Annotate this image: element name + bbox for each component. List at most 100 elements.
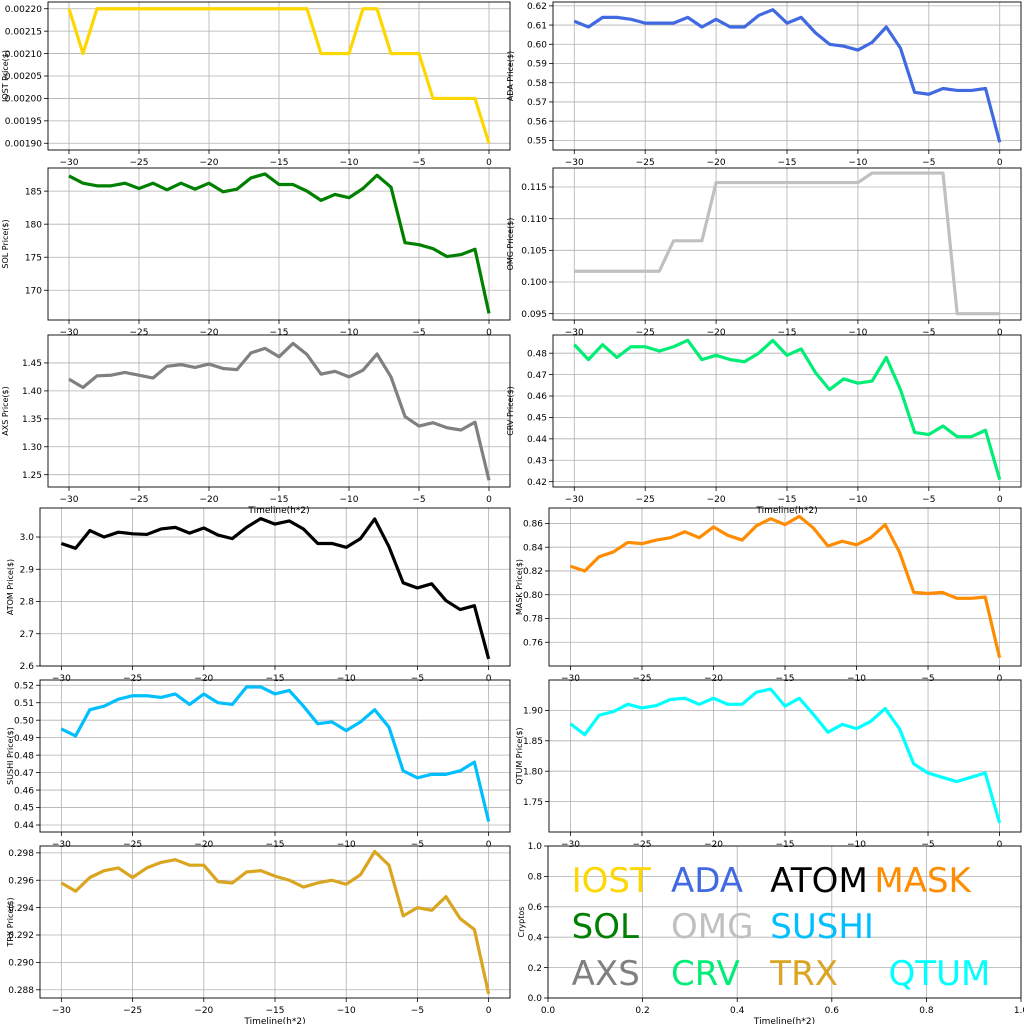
plot-frame — [548, 679, 1022, 833]
series-line-sushi — [60, 685, 491, 822]
legend-label-mask: MASK — [874, 861, 972, 901]
series-line-atom — [60, 517, 491, 660]
y-tick-label: 0.292 — [8, 931, 34, 941]
y-tick-label: 0.61 — [527, 21, 547, 31]
y-tick-label: 0.298 — [8, 849, 34, 859]
x-tick-label: −10 — [340, 495, 359, 505]
x-tick-label: −5 — [922, 328, 935, 338]
y-tick-label: 0.42 — [527, 478, 547, 488]
grid-crv — [553, 335, 1021, 487]
y-tick-label: 0.46 — [527, 392, 547, 402]
x-tick-label: −30 — [561, 840, 580, 850]
x-axis-label: Timeline(h*2) — [755, 506, 817, 516]
y-tick-label: 1.0 — [528, 842, 543, 852]
y-tick-label: 1.25 — [22, 471, 42, 481]
y-tick-label: 0.55 — [527, 137, 547, 147]
chart-trx: −30 −25 −20 −15 −10 −5 0 0.288 0.290 0.292 0.294 0.… — [6, 845, 511, 1024]
y-tick-label: 0.43 — [527, 456, 547, 466]
x-tick-label: −5 — [412, 158, 425, 168]
x-tick-label: −15 — [776, 840, 795, 850]
y-tick-label: 1.75 — [523, 798, 543, 808]
x-tick-label: −25 — [632, 840, 651, 850]
x-tick-label: −20 — [200, 328, 219, 338]
y-tick-label: 0.60 — [527, 40, 547, 50]
x-tick-label: −20 — [194, 674, 213, 684]
y-tick-label: 0.294 — [8, 904, 34, 914]
x-tick-label: −20 — [194, 1006, 213, 1016]
y-tick-label: 0.46 — [14, 786, 34, 796]
legend-label-qtum: QTUM — [889, 954, 991, 994]
x-tick-label: 0 — [997, 495, 1003, 505]
x-tick-label: −10 — [848, 495, 867, 505]
y-axis-label: ADA Price($) — [506, 51, 515, 101]
x-tick-label: 0.0 — [541, 1006, 556, 1016]
y-tick-label: 0.80 — [523, 591, 543, 601]
y-axis-label: QTUM Price($) — [515, 727, 524, 784]
chart-crv: −30 −25 −20 −15 −10 −5 0 0.42 0.43 0.44 0.45 0.46 0.… — [506, 334, 1022, 516]
grid-atom — [40, 508, 510, 667]
y-tick-label: 0.58 — [527, 79, 547, 89]
y-tick-label: 0.86 — [523, 520, 543, 530]
x-tick-label: 0 — [486, 1006, 492, 1016]
x-tick-label: −10 — [337, 840, 356, 850]
series-line-sol — [68, 172, 491, 314]
x-tick-label: −20 — [707, 328, 726, 338]
x-tick-label: −5 — [921, 840, 934, 850]
x-tick-label: 0 — [997, 674, 1003, 684]
legend-label-ada: ADA — [671, 861, 743, 901]
y-tick-label: 0.00215 — [5, 27, 42, 37]
plot-frame — [47, 1, 511, 151]
x-tick-label: −20 — [194, 840, 213, 850]
x-tick-label: −10 — [847, 674, 866, 684]
x-tick-label: −25 — [636, 495, 655, 505]
y-axis-label: TRX Price($) — [6, 897, 15, 947]
series-line-axs — [68, 341, 491, 481]
x-tick-label: 0 — [997, 158, 1003, 168]
y-tick-label: 0.095 — [521, 310, 547, 320]
x-tick-label: −15 — [776, 674, 795, 684]
y-axis-label: AXS Price($) — [1, 386, 10, 435]
series-line-qtum — [569, 687, 1002, 824]
y-tick-label: 0.45 — [14, 804, 34, 814]
x-tick-label: −5 — [411, 674, 424, 684]
grid-iost — [48, 2, 510, 150]
chart-omg: −30 −25 −20 −15 −10 −5 0 0.095 0.100 0.105 0.110 0.… — [506, 167, 1022, 338]
x-tick-label: −20 — [707, 495, 726, 505]
x-tick-label: −15 — [266, 1006, 285, 1016]
y-tick-label: 2.9 — [20, 565, 35, 575]
chart-mask: −30 −25 −20 −15 −10 −5 0 0.76 0.78 0.80 0.82 0.84 0.… — [515, 507, 1022, 684]
x-tick-label: −20 — [704, 674, 723, 684]
x-tick-label: 0.4 — [730, 1006, 745, 1016]
grid-ada — [553, 2, 1021, 150]
series-line-mask — [569, 514, 1002, 659]
grid-qtum — [549, 680, 1021, 832]
y-axis-label: SUSHI Price($) — [6, 727, 15, 785]
y-tick-label: 0.2 — [528, 964, 542, 974]
x-tick-label: −30 — [52, 1006, 71, 1016]
legend-label-trx: TRX — [769, 954, 838, 994]
plot-frame — [47, 334, 511, 488]
y-tick-label: 0.290 — [8, 959, 34, 969]
plot-frame — [552, 167, 1022, 321]
y-tick-label: 0.82 — [523, 567, 543, 577]
x-tick-label: −5 — [922, 158, 935, 168]
x-tick-label: −25 — [130, 158, 149, 168]
x-tick-label: −30 — [60, 158, 79, 168]
legend-label-iost: IOST — [572, 861, 651, 901]
y-tick-label: 0.48 — [527, 349, 547, 359]
x-tick-label: −20 — [200, 158, 219, 168]
x-tick-label: −25 — [636, 158, 655, 168]
grid-axs — [48, 335, 510, 487]
x-tick-label: 0 — [997, 840, 1003, 850]
y-tick-label: 2.7 — [20, 630, 34, 640]
x-tick-label: −25 — [123, 674, 142, 684]
y-axis-label: CRV Price($) — [506, 386, 515, 436]
series-line-trx — [60, 849, 491, 995]
x-axis-label: Timeline(h*2) — [247, 506, 309, 516]
y-tick-label: 0.8 — [528, 873, 543, 883]
grid-mask — [549, 508, 1021, 666]
y-tick-label: 0.00205 — [5, 72, 42, 82]
x-tick-label: −15 — [778, 495, 797, 505]
chart-sol: −30 −25 −20 −15 −10 −5 0 170 175 180 185 SOL Price(… — [1, 167, 511, 338]
x-tick-label: −30 — [565, 495, 584, 505]
